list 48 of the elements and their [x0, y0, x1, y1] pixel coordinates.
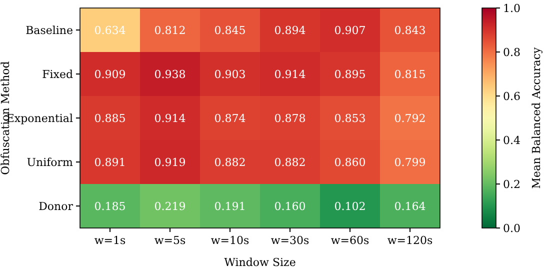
data-label: 0.160 — [274, 200, 306, 213]
data-label: 0.860 — [334, 156, 366, 169]
data-label: 0.102 — [334, 200, 366, 213]
color-bar-label: 0.2 — [503, 178, 520, 191]
data-label: 0.845 — [214, 24, 246, 37]
data-label: 0.903 — [214, 68, 246, 81]
data-label: 0.895 — [334, 68, 366, 81]
data-label: 0.853 — [334, 112, 366, 125]
data-label: 0.894 — [274, 24, 306, 37]
x-tick-label: w=10s — [210, 234, 250, 247]
data-label: 0.815 — [394, 68, 426, 81]
data-label: 0.843 — [394, 24, 426, 37]
data-label: 0.882 — [214, 156, 246, 169]
x-tick-label: w=1s — [94, 234, 126, 247]
color-bar-title: Mean Balanced Accuracy — [530, 46, 543, 189]
data-label: 0.909 — [94, 68, 126, 81]
color-bar-label: 0.8 — [503, 46, 520, 59]
data-label: 0.799 — [394, 156, 426, 169]
x-tick-label: w=5s — [154, 234, 186, 247]
data-label: 0.634 — [94, 24, 126, 37]
data-label: 0.907 — [334, 24, 366, 37]
data-label: 0.919 — [154, 156, 186, 169]
data-label: 0.914 — [274, 68, 306, 81]
data-label: 0.891 — [94, 156, 126, 169]
data-label: 0.885 — [94, 112, 126, 125]
data-label: 0.874 — [214, 112, 246, 125]
data-label: 0.191 — [214, 200, 246, 213]
x-tick-label: w=120s — [387, 234, 433, 247]
data-label: 0.882 — [274, 156, 306, 169]
y-tick-label: Fixed — [42, 68, 73, 81]
data-label: 0.792 — [394, 112, 426, 125]
y-tick-label: Baseline — [26, 24, 73, 37]
data-label: 0.812 — [154, 24, 186, 37]
data-label: 0.914 — [154, 112, 186, 125]
y-tick-label: Donor — [38, 200, 74, 213]
x-tick-label: w=30s — [270, 234, 310, 247]
data-label: 0.938 — [154, 68, 186, 81]
x-axis-title: Window Size — [224, 256, 296, 269]
data-label: 0.164 — [394, 200, 426, 213]
color-bar-label: 0.6 — [503, 90, 520, 103]
data-label: 0.878 — [274, 112, 306, 125]
y-tick-label: Uniform — [26, 156, 74, 169]
data-label: 0.219 — [154, 200, 186, 213]
data-label: 0.185 — [94, 200, 126, 213]
color-bar-label: 0.4 — [503, 134, 520, 147]
x-tick-label: w=60s — [330, 234, 370, 247]
color-bar-label: 1.0 — [503, 2, 520, 15]
color-bar-label: 0.0 — [503, 222, 520, 235]
